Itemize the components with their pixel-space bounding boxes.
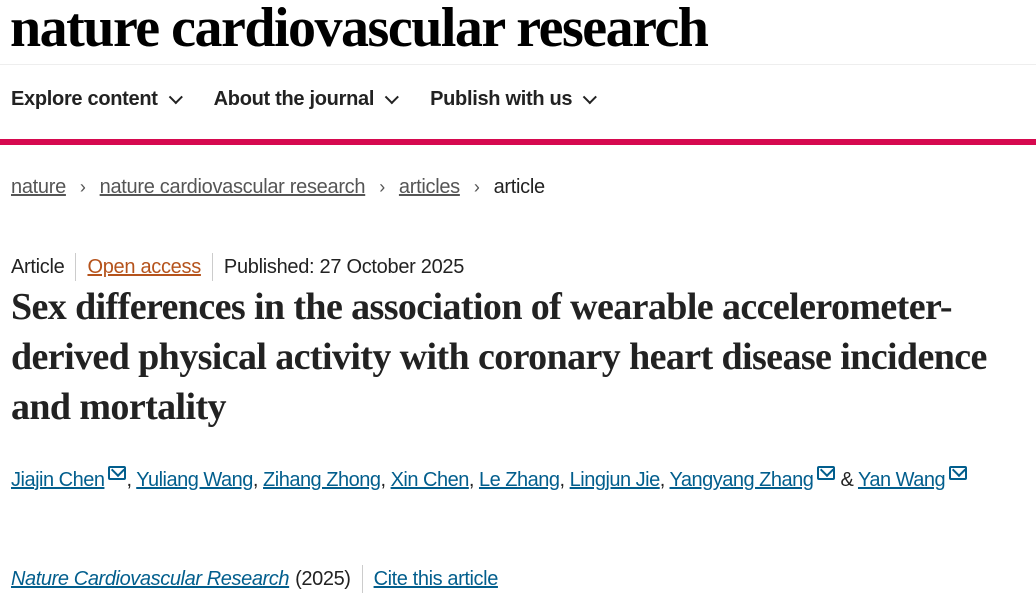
nav-about-journal[interactable]: About the journal [213, 88, 399, 111]
author-link[interactable]: Lingjun Jie [569, 469, 661, 491]
breadcrumb-articles[interactable]: articles [398, 176, 460, 198]
divider [0, 64, 1036, 65]
cite-this-article-link[interactable]: Cite this article [373, 567, 499, 590]
breadcrumb-current: article [493, 176, 546, 198]
journal-link[interactable]: Nature Cardiovascular Research [11, 567, 290, 590]
mail-icon[interactable] [949, 466, 968, 480]
chevron-down-icon [168, 89, 183, 104]
open-access-link[interactable]: Open access [87, 255, 201, 278]
author-link[interactable]: Xin Chen [390, 469, 470, 491]
breadcrumb: nature › nature cardiovascular research … [11, 176, 545, 199]
nav-label: Publish with us [430, 88, 573, 110]
chevron-right-icon: › [379, 177, 385, 197]
divider [211, 253, 213, 281]
chevron-down-icon [384, 89, 399, 104]
author-link[interactable]: Jiajin Chen [11, 469, 105, 491]
nav-label: Explore content [11, 88, 158, 110]
accent-bar [0, 139, 1036, 145]
chevron-right-icon: › [473, 177, 480, 197]
chevron-down-icon [583, 89, 598, 104]
article-type: Article [11, 255, 65, 278]
mail-icon[interactable] [108, 466, 127, 480]
nav-label: About the journal [213, 88, 375, 110]
author-link[interactable]: Yan Wang [857, 469, 946, 491]
article-title: Sex differences in the association of we… [11, 286, 987, 428]
divider [361, 565, 363, 593]
chevron-right-icon: › [79, 177, 86, 197]
published-date: Published: 27 October 2025 [223, 255, 465, 278]
breadcrumb-journal[interactable]: nature cardiovascular research [99, 176, 366, 198]
author-link[interactable]: Le Zhang [478, 469, 560, 491]
breadcrumb-nature[interactable]: nature [11, 176, 66, 198]
article-meta: Article Open access Published: 27 Octobe… [11, 253, 464, 281]
author-link[interactable]: Yangyang Zhang [669, 469, 814, 491]
author-link[interactable]: Zihang Zhong [263, 469, 381, 491]
nav-publish-with-us[interactable]: Publish with us [430, 88, 598, 111]
mail-icon[interactable] [817, 466, 836, 480]
author-list: Jiajin Chen, Yuliang Wang, Zihang Zhong,… [11, 458, 1036, 502]
citation-year: (2025) [295, 567, 351, 590]
nav-explore-content[interactable]: Explore content [11, 88, 183, 111]
journal-logo[interactable]: nature cardiovascular research [10, 0, 709, 59]
main-nav: Explore content About the journal Publis… [11, 88, 598, 111]
citation-line: Nature Cardiovascular Research (2025) Ci… [11, 565, 498, 593]
author-link[interactable]: Yuliang Wang [136, 469, 253, 491]
author-conjunction: & [840, 469, 854, 491]
divider [75, 253, 77, 281]
